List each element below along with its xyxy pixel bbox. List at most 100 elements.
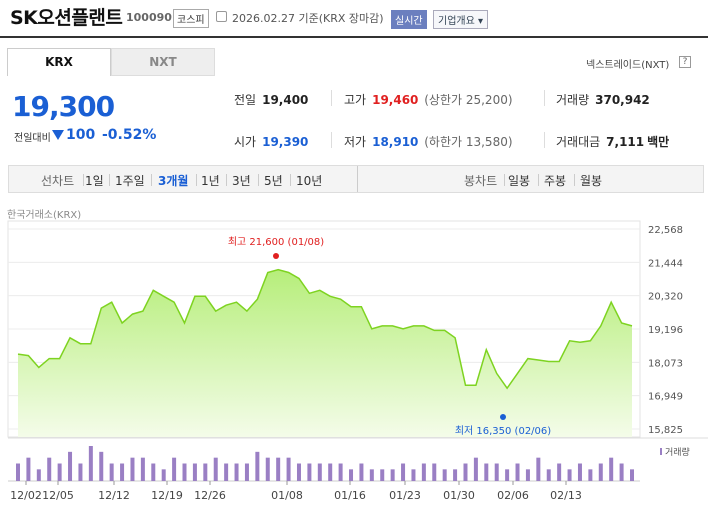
volume-bar — [296, 463, 301, 481]
volume-bar — [432, 463, 437, 481]
volume-bar — [505, 469, 510, 481]
volume-bar — [421, 463, 426, 481]
x-tick-label: 12/26 — [194, 489, 226, 502]
divider — [290, 174, 291, 186]
stat-prev-close: 전일 19,400 — [234, 91, 308, 108]
candle-weekly[interactable]: 주봉 — [544, 174, 567, 188]
tab-nxt[interactable]: NXT — [111, 48, 215, 76]
period-1d[interactable]: 1일 — [85, 174, 104, 188]
divider — [83, 174, 84, 186]
divider — [331, 90, 332, 106]
divider — [226, 174, 227, 186]
volume-bar — [161, 469, 166, 481]
volume-legend-label: 거래량 — [665, 446, 690, 458]
candle-monthly[interactable]: 월봉 — [580, 174, 603, 188]
volume-bar — [359, 463, 364, 481]
candle-daily[interactable]: 일봉 — [508, 174, 531, 188]
y-tick-label: 18,073 — [648, 358, 683, 369]
stat-label: 시가 — [234, 135, 257, 149]
period-1w[interactable]: 1주일 — [115, 174, 145, 188]
volume-bar — [78, 463, 83, 481]
volume-bar — [557, 463, 562, 481]
stat-volume: 거래량 370,942 — [556, 91, 650, 108]
divider — [258, 174, 259, 186]
stat-label: 저가 — [344, 135, 367, 149]
stat-extra: (하한가 13,580) — [424, 135, 513, 149]
volume-bar — [619, 463, 624, 481]
stock-name: SK오션플랜트 — [10, 7, 123, 29]
volume-bar — [484, 463, 489, 481]
high-annotation: 최고 21,600 (01/08) — [228, 236, 324, 248]
x-tick-label: 01/23 — [389, 489, 421, 502]
y-tick-label: 20,320 — [648, 292, 683, 303]
period-3m[interactable]: 3개월 — [158, 174, 189, 188]
low-marker — [500, 414, 506, 420]
tab-krx[interactable]: KRX — [7, 48, 111, 76]
volume-bar — [307, 463, 312, 481]
volume-bar — [265, 457, 270, 481]
volume-bar — [109, 463, 114, 481]
period-5y[interactable]: 5년 — [264, 174, 283, 188]
volume-bar — [401, 463, 406, 481]
volume-bar — [36, 469, 41, 481]
stat-value: 19,460 — [372, 93, 419, 107]
volume-bar — [494, 463, 499, 481]
exchange-tabs: KRX NXT — [7, 48, 215, 76]
volume-bar — [140, 457, 145, 481]
volume-bar — [390, 469, 395, 481]
volume-bar — [536, 457, 541, 481]
period-10y[interactable]: 10년 — [296, 174, 323, 188]
realtime-button[interactable]: 실시간 — [391, 10, 427, 29]
volume-bar — [328, 463, 333, 481]
volume-bar — [203, 463, 208, 481]
x-tick-label: 02/06 — [497, 489, 529, 502]
stat-value: 19,390 — [262, 135, 309, 149]
change-value: 100 — [66, 127, 96, 143]
y-tick-label: 21,444 — [648, 258, 683, 269]
corp-info-dropdown[interactable]: 기업개요 ▾ — [433, 10, 488, 29]
divider — [538, 174, 539, 186]
stat-value: 7,111 — [606, 135, 645, 149]
stat-label: 고가 — [344, 93, 367, 107]
volume-bar — [192, 463, 197, 481]
divider — [504, 174, 505, 186]
divider — [544, 132, 545, 148]
period-3y[interactable]: 3년 — [232, 174, 251, 188]
volume-bar — [567, 469, 572, 481]
volume-bar — [47, 457, 52, 481]
divider — [151, 174, 152, 186]
volume-bar — [463, 463, 468, 481]
volume-bar — [588, 469, 593, 481]
volume-bar — [453, 469, 458, 481]
x-tick-label: 12/02 — [10, 489, 42, 502]
volume-bar — [380, 469, 385, 481]
volume-bar — [442, 469, 447, 481]
period-1y[interactable]: 1년 — [201, 174, 220, 188]
volume-bar — [16, 463, 20, 481]
stat-label: 거래대금 — [556, 135, 601, 149]
low-annotation: 최저 16,350 (02/06) — [455, 425, 551, 437]
x-tick-label: 12/19 — [151, 489, 183, 502]
volume-bar — [182, 463, 187, 481]
divider — [331, 132, 332, 148]
volume-bar — [525, 469, 530, 481]
volume-bar — [57, 463, 62, 481]
volume-bar — [88, 446, 93, 481]
volume-bar — [349, 469, 354, 481]
stat-label: 전일 — [234, 93, 257, 107]
help-icon[interactable]: ? — [679, 56, 691, 68]
x-tick-label: 12/05 — [42, 489, 74, 502]
x-tick-label: 02/13 — [550, 489, 582, 502]
volume-bar — [172, 457, 177, 481]
volume-bar — [26, 457, 31, 481]
stat-value: 19,400 — [262, 93, 309, 107]
x-tick-label: 12/12 — [98, 489, 130, 502]
nxt-link[interactable]: 넥스트레이드(NXT) — [586, 60, 670, 71]
x-tick-label: 01/08 — [271, 489, 303, 502]
y-tick-label: 15,825 — [648, 425, 683, 436]
high-marker — [273, 253, 279, 259]
volume-bar — [213, 457, 218, 481]
y-tick-label: 16,949 — [648, 392, 683, 403]
volume-bar — [515, 463, 520, 481]
